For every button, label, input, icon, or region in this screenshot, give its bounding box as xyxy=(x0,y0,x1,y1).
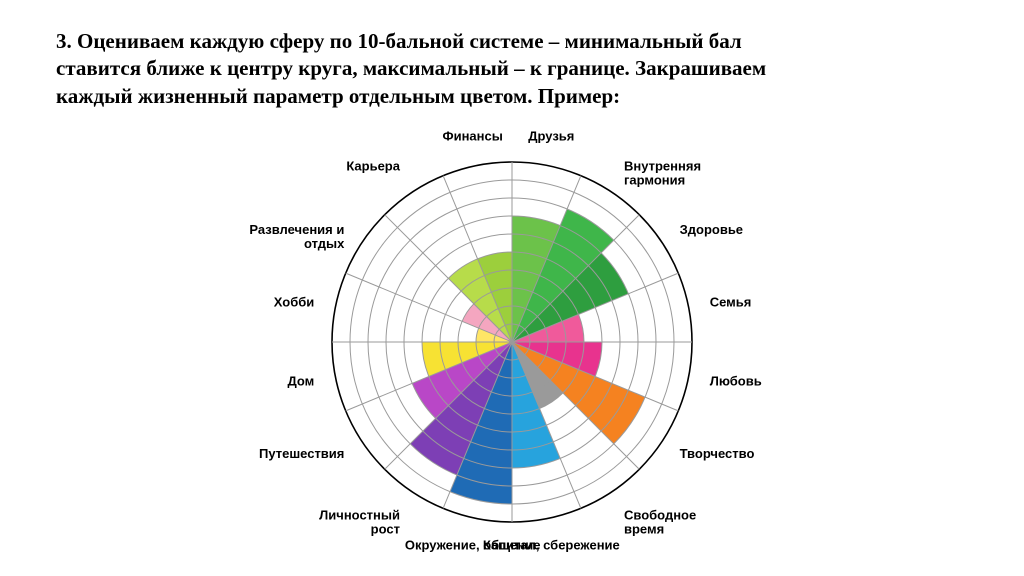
wheel-spokes xyxy=(332,162,692,522)
wheel-segment-label: Карьера xyxy=(346,158,400,173)
page-title: 3. Оцениваем каждую сферу по 10-бальной … xyxy=(56,28,968,110)
wheel-segment-label: Творчество xyxy=(680,446,755,461)
wheel-segment-label: Свободноевремя xyxy=(624,508,696,537)
wheel-segment-label: Внутренняягармония xyxy=(624,158,701,187)
wheel-segment-label: Личностныйрост xyxy=(319,508,400,537)
wheel-segment-label: Финансы xyxy=(442,128,502,143)
title-line: каждый жизненный параметр отдельным цвет… xyxy=(56,84,620,108)
title-line: 3. Оцениваем каждую сферу по 10-бальной … xyxy=(56,29,742,53)
wheel-segment-label: Семья xyxy=(710,295,752,310)
title-line: ставится ближе к центру круга, максималь… xyxy=(56,56,766,80)
wheel-segment-label: Развлечения иотдых xyxy=(249,222,345,251)
wheel-segment-label: Любовь xyxy=(710,373,762,388)
wheel-segment-label: Путешествия xyxy=(259,446,344,461)
wheel-segment-label: Здоровье xyxy=(680,222,743,237)
wheel-segment-label: Окружение, общение xyxy=(405,538,541,553)
wheel-segment-label: Друзья xyxy=(528,128,574,143)
wheel-segment-label: Хобби xyxy=(274,295,315,310)
life-wheel-chart: Друзья Внутренняягармония Здоровье Семья Люб… xyxy=(0,110,1024,576)
wheel-segment-label: Дом xyxy=(287,373,314,388)
